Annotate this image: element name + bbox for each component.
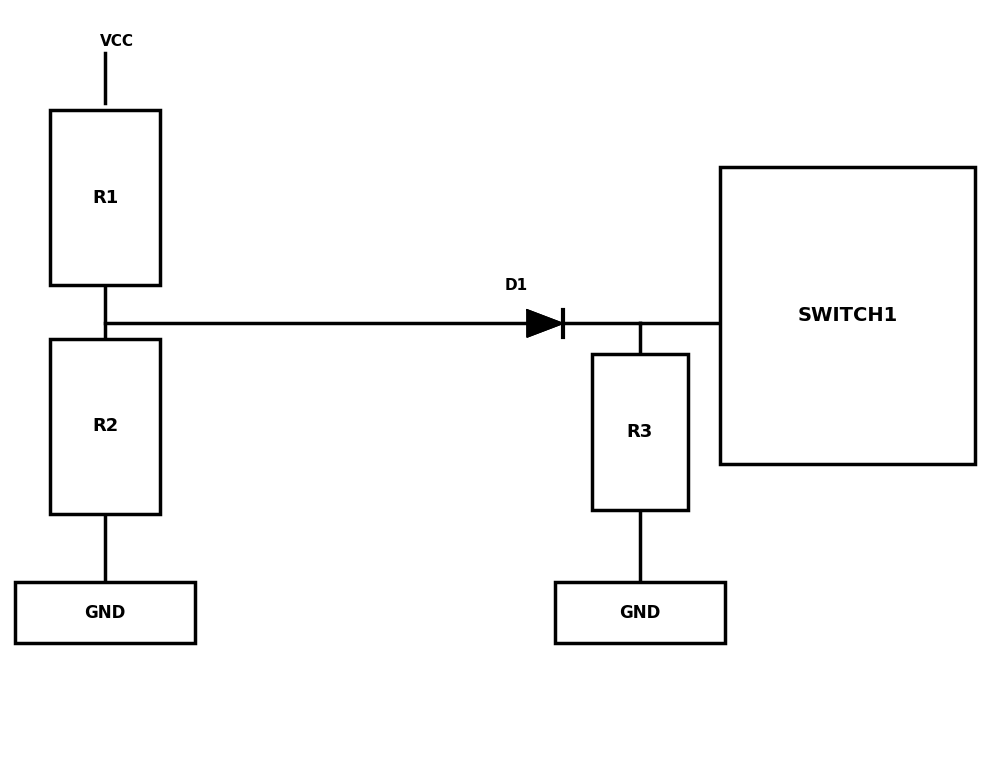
Polygon shape — [527, 310, 563, 337]
Text: R1: R1 — [92, 189, 118, 207]
Text: D1: D1 — [505, 278, 528, 293]
Bar — [720, 167, 975, 464]
Bar — [15, 582, 195, 643]
Bar — [50, 110, 160, 285]
Text: R3: R3 — [627, 423, 653, 441]
Text: VCC: VCC — [100, 34, 134, 49]
Bar — [555, 582, 725, 643]
Bar — [50, 339, 160, 514]
Text: GND: GND — [84, 603, 126, 622]
Bar — [592, 354, 688, 510]
Text: R2: R2 — [92, 417, 118, 435]
Text: GND: GND — [619, 603, 661, 622]
Text: SWITCH1: SWITCH1 — [797, 307, 898, 325]
